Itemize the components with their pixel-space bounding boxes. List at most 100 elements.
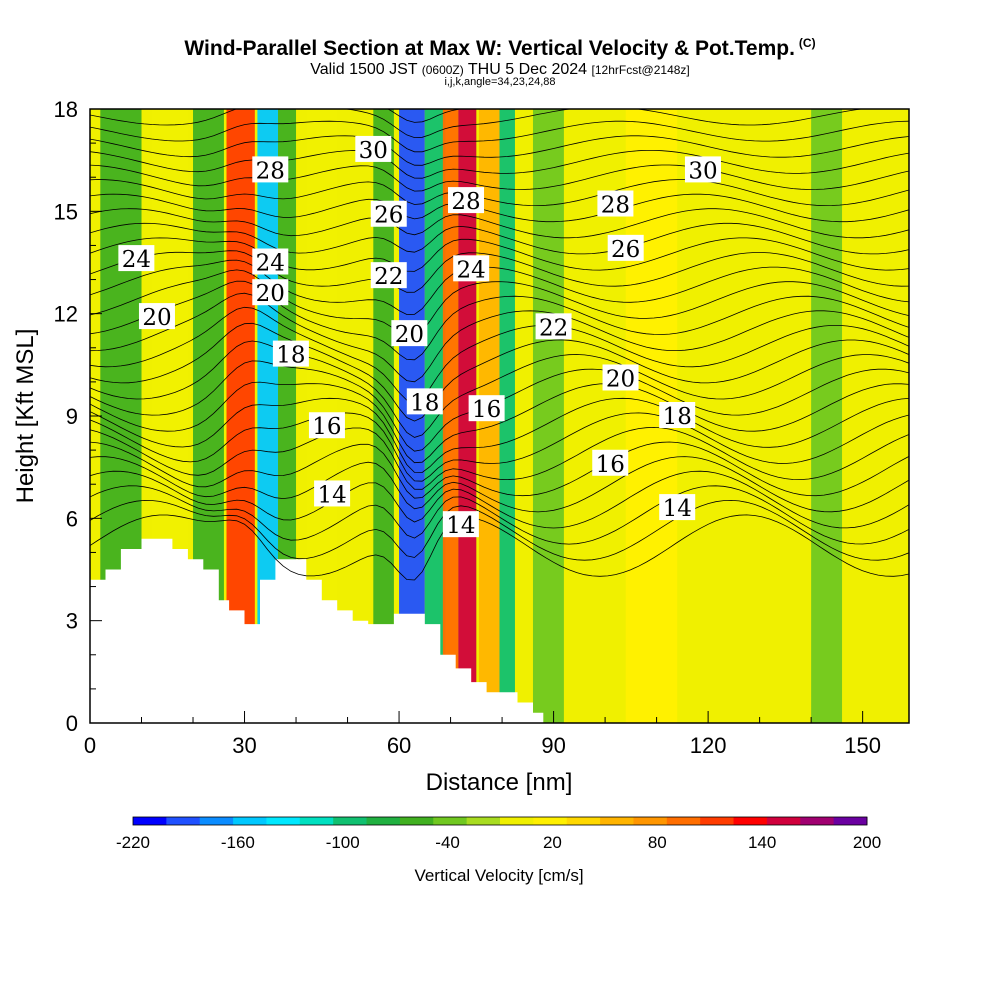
contour-label-20: 16: [312, 414, 341, 440]
forecast-tag: [12hrFcst@2148z]: [591, 63, 690, 77]
contour-label-24: 14: [446, 513, 475, 539]
colorbar-swatch-14: [600, 817, 634, 825]
contour-label-box-6: [252, 279, 289, 306]
contour-label-6: 20: [256, 281, 285, 307]
colorbar-swatch-9: [433, 817, 468, 825]
contour-label-15: 18: [276, 343, 305, 369]
contour-label-box-1: [355, 135, 392, 162]
contour-label-box-2: [252, 248, 289, 275]
contour-label-box-7: [370, 262, 407, 289]
theta-contour-17: [90, 259, 909, 315]
theta-contour-25: [90, 150, 909, 179]
theta-contour-0: [90, 514, 909, 581]
contour-label-12: 20: [142, 305, 171, 331]
theta-contour-1: [90, 499, 909, 561]
theta-contour-28: [90, 109, 865, 139]
velocity-band-13: [499, 109, 515, 723]
theta-contour-6: [90, 426, 909, 490]
colorbar-swatch-5: [299, 817, 334, 825]
contour-label-13: 20: [395, 322, 424, 348]
contour-label-box-8: [453, 255, 490, 282]
colorbar-swatch-12: [533, 817, 568, 825]
contour-label-16: 20: [606, 366, 635, 392]
colorbar-swatch-4: [266, 817, 301, 825]
colorbar-swatch-20: [800, 817, 835, 825]
y-tick-label-0: 0: [66, 711, 78, 736]
contour-label-box-15: [272, 340, 309, 367]
contour-label-21: 16: [596, 452, 625, 478]
colorbar-label: Vertical Velocity [cm/s]: [414, 866, 583, 885]
theta-contour-15: [90, 280, 909, 361]
colorbar-swatch-10: [466, 817, 501, 825]
x-tick-label-5: 150: [844, 733, 881, 758]
contour-label-box-24: [442, 511, 479, 538]
terrain-mask: [90, 538, 544, 723]
x-axis: 0 30 60 90 120 150: [84, 711, 881, 758]
theta-contour-23: [90, 179, 909, 207]
contour-label-box-5: [118, 245, 155, 272]
theta-contour-4: [90, 456, 909, 513]
index-line: i,j,k,angle=34,23,24,88: [444, 76, 556, 88]
velocity-band-14: [532, 109, 564, 723]
colorbar-swatch-15: [633, 817, 668, 825]
y-tick-label-3: 9: [66, 404, 78, 429]
contour-label-0: 28: [256, 158, 285, 184]
theta-contour-14: [90, 292, 909, 383]
potential-temperature-contours: [90, 109, 909, 581]
theta-contour-16: [90, 269, 909, 338]
colorbar-swatch-7: [366, 817, 401, 825]
contour-label-3: 26: [374, 203, 403, 229]
contour-label-1: 30: [359, 138, 388, 164]
theta-contour-9: [90, 381, 909, 464]
theta-contour-2: [90, 485, 909, 545]
colorbar-tick-label-4: 20: [543, 833, 562, 852]
contour-label-19: 18: [663, 404, 692, 430]
y-tick-label-2: 6: [66, 506, 78, 531]
colorbar-swatch-19: [766, 817, 801, 825]
terrain: [90, 538, 544, 723]
colorbar-tick-label-5: 80: [648, 833, 667, 852]
colorbar-frame: [132, 816, 868, 826]
x-tick-label-0: 0: [84, 733, 96, 758]
contour-label-10: 28: [601, 193, 630, 219]
contour-label-box-12: [138, 303, 175, 330]
contour-label-11: 26: [611, 237, 640, 263]
contour-label-box-0: [252, 156, 289, 183]
contour-label-box-9: [684, 156, 721, 183]
contour-label-4: 28: [451, 189, 480, 215]
theta-contour-27: [90, 120, 909, 153]
copyright-mark: (C): [798, 36, 816, 50]
velocity-band-16: [811, 109, 843, 723]
x-tick-label-1: 30: [232, 733, 256, 758]
valid-date: THU 5 Dec 2024: [467, 61, 588, 78]
colorbar-swatch-13: [566, 817, 601, 825]
theta-contour-21: [90, 208, 909, 239]
contour-label-2: 24: [256, 251, 285, 277]
colorbar-swatch-6: [333, 817, 368, 825]
colorbar-swatch-11: [500, 817, 534, 825]
colorbar-swatch-8: [399, 817, 434, 825]
contour-label-9: 30: [688, 158, 717, 184]
theta-contour-5: [90, 441, 909, 499]
theta-contour-18: [90, 250, 909, 293]
y-tick-label-1: 3: [66, 609, 78, 634]
contour-label-box-23: [659, 494, 696, 521]
contour-label-box-20: [308, 412, 345, 439]
theta-contour-26: [90, 135, 909, 166]
contour-labels: 28 30 24 26 28 24 20 22 24 30 28 26 20 20 22 18 20 18 16 18…: [118, 135, 721, 539]
colorbar-swatch-0: [133, 817, 167, 825]
contour-label-box-3: [370, 200, 407, 227]
contour-label-box-18: [468, 395, 505, 422]
colorbar: -220 -160 -100 -40 20 80 140 200: [116, 816, 881, 852]
contour-label-22: 14: [317, 482, 346, 508]
chart-subtitle: Valid 1500 JST (0600Z) THU 5 Dec 2024 [1…: [0, 61, 1000, 79]
y-tick-label-6: 18: [54, 97, 78, 122]
colorbar-tick-label-3: -40: [435, 833, 460, 852]
y-tick-label-5: 15: [54, 199, 78, 224]
contour-label-8: 24: [457, 257, 486, 283]
contour-label-box-14: [535, 313, 572, 340]
theta-contour-22: [90, 193, 909, 223]
theta-contour-3: [90, 470, 909, 529]
contour-label-box-19: [659, 402, 696, 428]
